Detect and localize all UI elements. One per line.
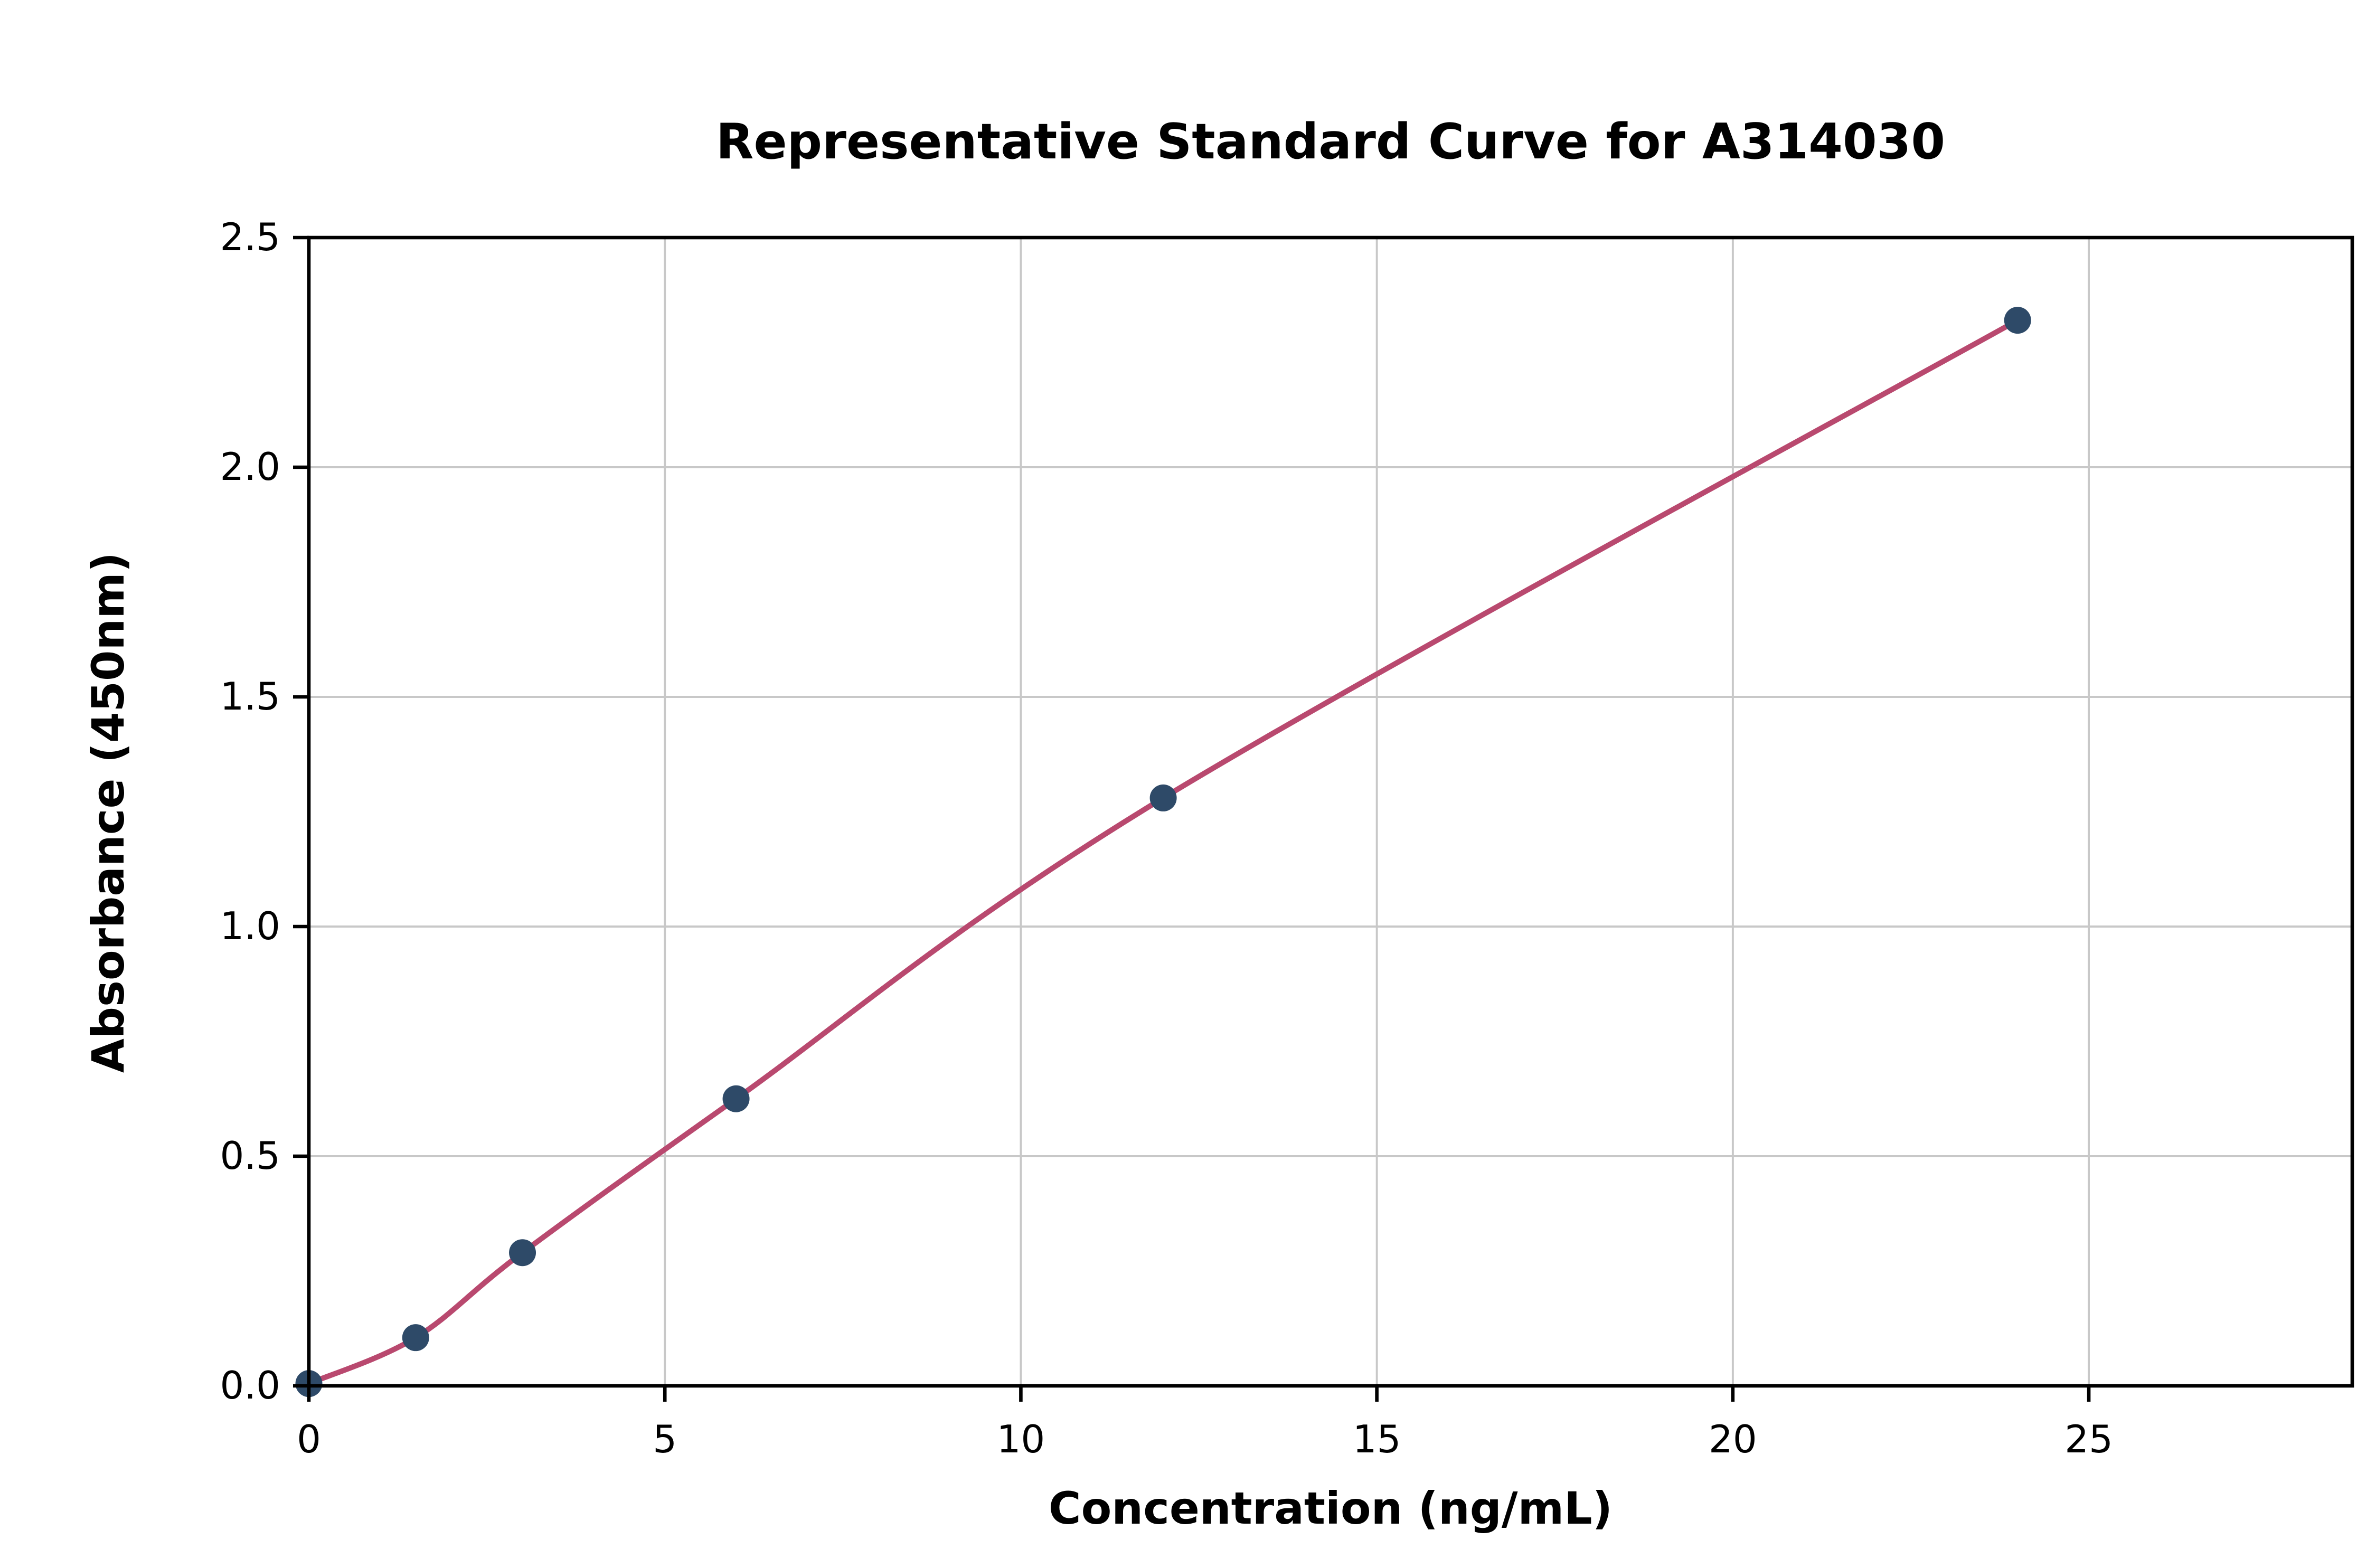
x-axis-label: Concentration (ng/mL) [1049,1482,1613,1534]
y-tick-label: 1.0 [220,904,280,948]
x-tick-label: 0 [297,1417,321,1461]
data-points [295,307,2031,1397]
data-point [509,1239,536,1267]
x-tick-label: 5 [653,1417,677,1461]
y-tick-label: 0.0 [220,1363,280,1408]
gridlines [308,237,2352,1387]
x-tick-label: 25 [2064,1417,2113,1461]
x-tick-label: 15 [1353,1417,1401,1461]
x-axis: 0 5 10 15 20 25 [297,1386,2113,1461]
x-tick-label: 10 [997,1417,1045,1461]
y-tick-label: 1.5 [220,674,280,719]
chart-title: Representative Standard Curve for A31403… [716,113,1945,170]
y-tick-label: 2.0 [220,445,280,489]
plot-border [307,235,2354,1388]
x-tick-label: 20 [1709,1417,1757,1461]
data-point [1149,784,1177,811]
y-axis-label: Absorbance (450nm) [82,552,134,1073]
y-tick-label: 0.5 [220,1134,280,1178]
y-tick-label: 2.5 [220,215,280,259]
data-point [2004,307,2031,334]
fit-curve-path [306,317,2021,1386]
axes-frame [307,235,2354,1388]
fit-curve [306,317,2021,1386]
data-point [722,1085,750,1112]
y-axis: 0.0 0.5 1.0 1.5 2.0 2.5 [220,215,309,1408]
data-point [402,1324,429,1352]
